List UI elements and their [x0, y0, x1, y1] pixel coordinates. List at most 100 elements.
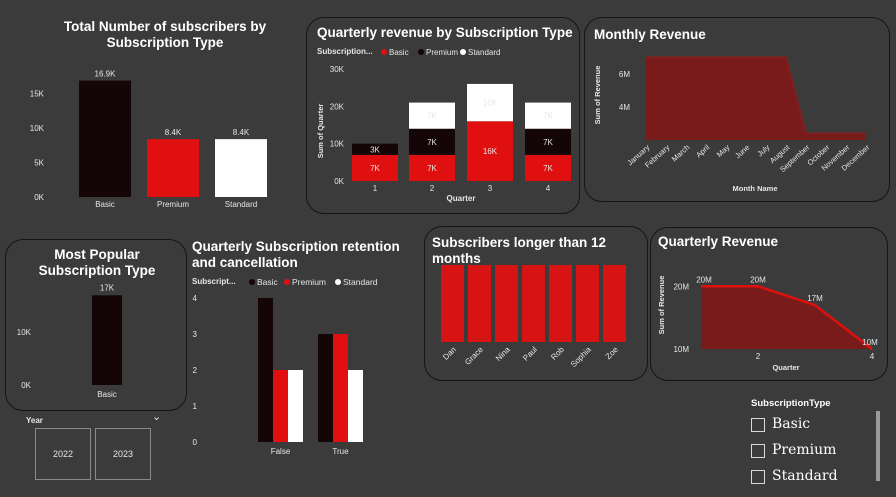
legend-marker [381, 49, 387, 55]
stacked-bar-segment [409, 128, 455, 155]
bar [147, 139, 199, 197]
x-tick-label: 2 [756, 352, 761, 361]
data-label: 10K [483, 99, 498, 108]
y-tick-label: 3 [193, 330, 198, 339]
data-label: 16K [483, 147, 498, 156]
bar [318, 334, 333, 442]
data-label: 3K [370, 145, 380, 154]
bar [288, 370, 303, 442]
standard-checkbox[interactable] [751, 470, 765, 484]
data-label: 7K [427, 138, 437, 147]
retention-card: Quarterly Subscription retention and can… [185, 232, 417, 462]
bar [258, 298, 273, 442]
x-axis-title: Quarter [447, 194, 476, 203]
x-tick-label: Premium [157, 200, 189, 209]
y-tick-label: 6M [619, 70, 630, 79]
y-tick-label: 10K [30, 124, 45, 133]
x-tick-label: 4 [546, 184, 551, 193]
series-line [701, 285, 873, 350]
slicer-scrollbar[interactable] [876, 411, 880, 481]
legend-marker [284, 279, 290, 285]
data-label: 20M [696, 275, 712, 284]
subscribers-title: Total Number of subscribers by Subscript… [63, 19, 267, 50]
quarterly-type-title: Quarterly revenue by Subscription Type [317, 25, 573, 40]
y-tick-label: 20M [673, 282, 689, 291]
x-tick-label: 2 [430, 184, 435, 193]
year-slicer-label: Year [26, 416, 43, 425]
y-tick-label: 10M [673, 345, 689, 354]
x-axis-title: Month Name [733, 184, 778, 193]
legend-marker [335, 279, 341, 285]
monthly-title: Monthly Revenue [594, 27, 706, 42]
bar [576, 265, 599, 342]
bar [79, 80, 131, 197]
bar [441, 265, 464, 342]
legend-marker [460, 49, 466, 55]
retention-title: Quarterly Subscription retention and can… [192, 239, 400, 270]
basic-option-label[interactable]: Basic [772, 416, 811, 432]
year-option-label: 2022 [52, 449, 74, 459]
legend-label: Standard [468, 48, 500, 57]
popular-title: Most Popular Subscription Type [38, 247, 156, 278]
y-axis-title: Sum of Revenue [657, 276, 666, 335]
data-label: 17K [100, 283, 115, 292]
year-option-label: 2023 [112, 449, 134, 459]
data-label: 7K [427, 112, 437, 121]
stacked-bar-segment [352, 154, 398, 181]
bar [273, 370, 288, 442]
standard-option-label[interactable]: Standard [772, 468, 838, 484]
premium-option-label[interactable]: Premium [772, 442, 837, 458]
legend-label: Premium [426, 48, 458, 57]
bar [495, 265, 518, 342]
year-option-2023[interactable]: 2023 [95, 428, 151, 480]
data-label: 20M [750, 275, 766, 284]
y-tick-label: 0K [334, 177, 344, 186]
basic-checkbox[interactable] [751, 418, 765, 432]
subscribers-card: Total Number of subscribers by Subscript… [5, 10, 300, 215]
y-tick-label: 20K [330, 102, 345, 111]
x-tick-label: 1 [373, 184, 378, 193]
stacked-bar-segment [409, 154, 455, 181]
stacked-bar-segment [525, 102, 571, 129]
series-line [646, 56, 866, 135]
year-option-2022[interactable]: 2022 [35, 428, 91, 480]
x-tick-label: Basic [97, 390, 117, 399]
y-tick-label: 15K [30, 90, 45, 99]
year-slicer-chevron-icon[interactable]: ⌄ [152, 411, 162, 423]
legend-label: Basic [257, 277, 279, 287]
qrev-card: Quarterly Revenue [650, 227, 888, 381]
x-tick-label: Basic [95, 200, 115, 209]
premium-checkbox[interactable] [751, 444, 765, 458]
quarterly-type-card: Quarterly revenue by Subscription Type S… [306, 17, 580, 214]
bar [348, 370, 363, 442]
popular-card: Most Popular Subscription Type [5, 239, 187, 411]
legend-marker [249, 279, 255, 285]
y-tick-label: 4 [193, 294, 198, 303]
legend-label: Standard [343, 277, 378, 287]
type-slicer-title: SubscriptionType [751, 398, 831, 409]
retention-legend-title: Subscript... [192, 277, 236, 286]
x-tick-label: 3 [488, 184, 493, 193]
data-label: 7K [543, 138, 553, 147]
bar [468, 265, 491, 342]
stacked-bar-segment [467, 83, 513, 122]
bar [549, 265, 572, 342]
area-fill [701, 286, 872, 349]
data-label: 8.4K [165, 128, 182, 137]
bar [522, 265, 545, 342]
data-label: 16.9K [95, 70, 117, 79]
bar [333, 334, 348, 442]
data-label: 8.4K [233, 128, 250, 137]
stacked-bar-segment [525, 128, 571, 155]
x-tick-label: Standard [225, 200, 257, 209]
longer-title: Subscribers longer than 12 months [432, 235, 607, 266]
x-tick-label: False [271, 447, 291, 456]
quarterly-type-legend-title: Subscription... [317, 47, 373, 56]
